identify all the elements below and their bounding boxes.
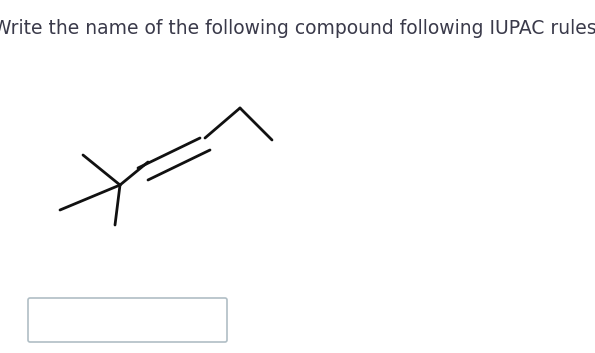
Text: type your answer...: type your answer...	[40, 312, 187, 328]
FancyBboxPatch shape	[28, 298, 227, 342]
Text: Write the name of the following compound following IUPAC rules.: Write the name of the following compound…	[0, 18, 595, 37]
